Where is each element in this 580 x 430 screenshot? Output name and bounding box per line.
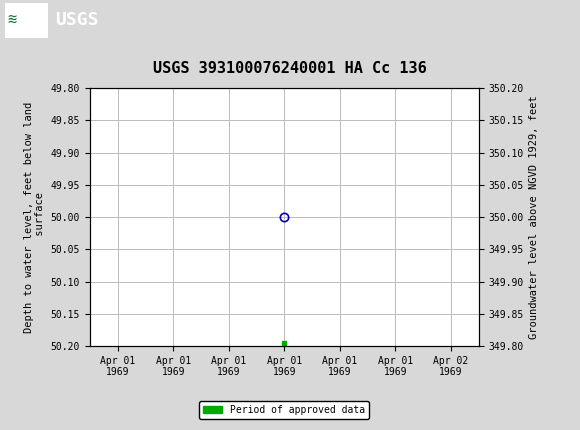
- Text: ≋: ≋: [7, 12, 16, 27]
- Y-axis label: Depth to water level, feet below land
 surface: Depth to water level, feet below land su…: [24, 101, 45, 333]
- Text: USGS: USGS: [55, 12, 99, 29]
- FancyBboxPatch shape: [5, 3, 48, 37]
- Legend: Period of approved data: Period of approved data: [199, 401, 369, 419]
- Text: USGS 393100076240001 HA Cc 136: USGS 393100076240001 HA Cc 136: [153, 61, 427, 76]
- Y-axis label: Groundwater level above NGVD 1929, feet: Groundwater level above NGVD 1929, feet: [529, 95, 539, 339]
